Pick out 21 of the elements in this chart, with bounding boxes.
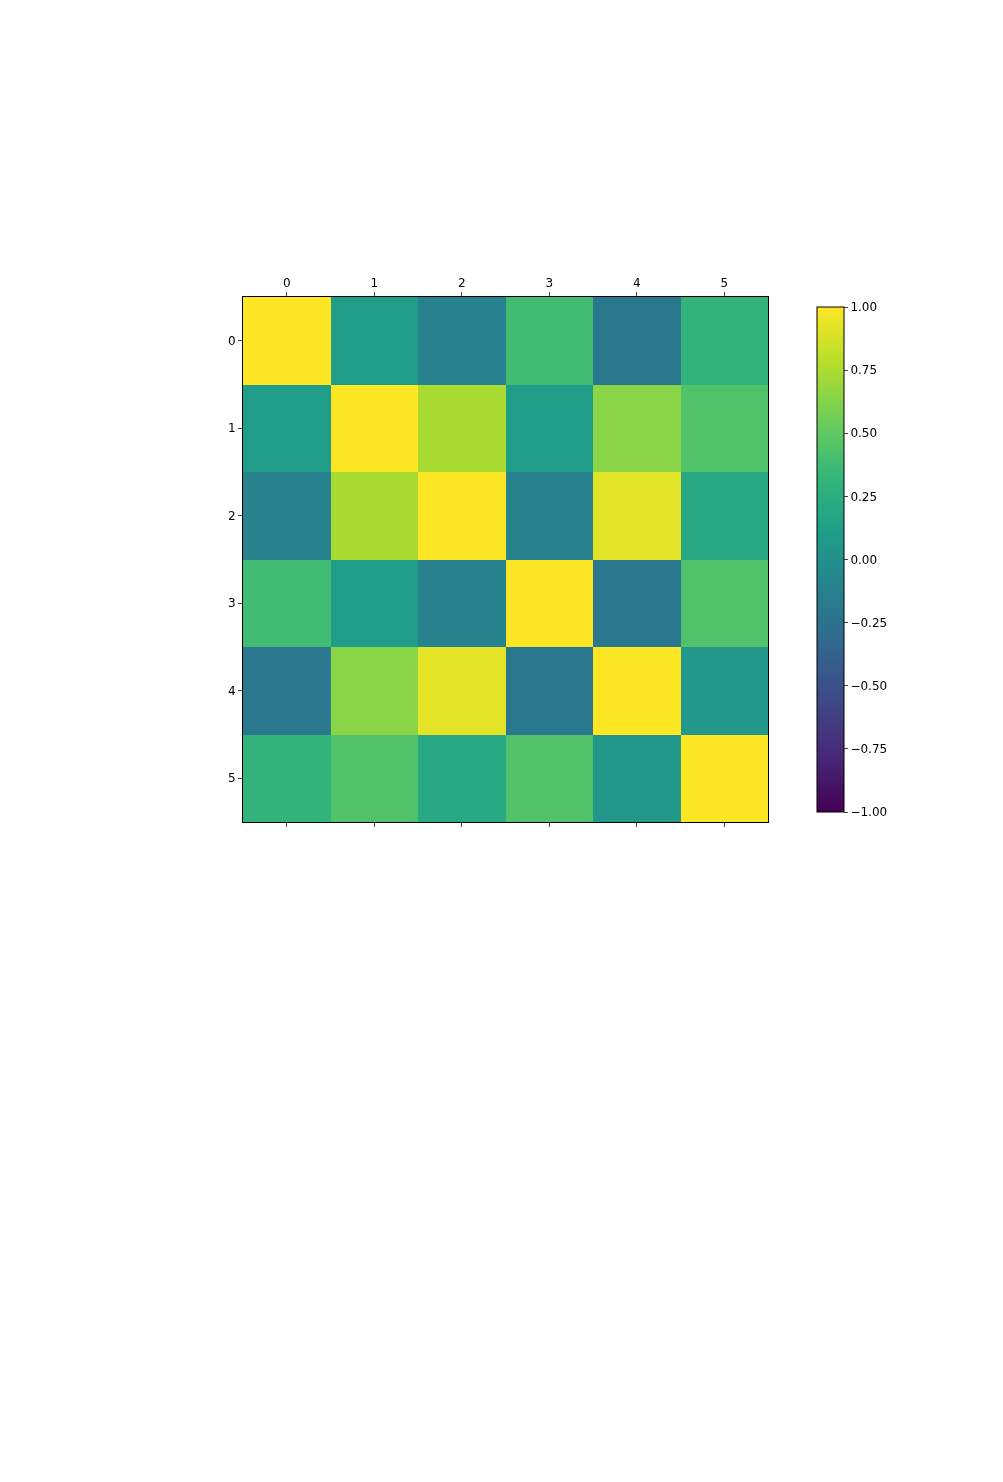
x-tick-label: 5 — [720, 276, 729, 291]
color-bar-label: −1.00 — [850, 805, 888, 820]
color-bar-label: 0.25 — [850, 489, 878, 504]
x-tick-label: 1 — [370, 276, 379, 291]
color-bar-label: 0.50 — [850, 426, 878, 441]
y-tick-label: 4 — [227, 683, 236, 698]
y-tick-label: 5 — [227, 771, 236, 786]
x-tick-label: 2 — [457, 276, 466, 291]
x-tick-label: 4 — [632, 276, 641, 291]
color-bar-label: 1.00 — [850, 300, 878, 315]
color-bar-label: −0.50 — [850, 678, 888, 693]
y-tick-label: 0 — [227, 333, 236, 348]
y-tick-label: 3 — [227, 596, 236, 611]
x-tick-label: 3 — [545, 276, 554, 291]
y-tick-label: 2 — [227, 508, 236, 523]
color-bar-label: −0.75 — [850, 742, 888, 757]
y-tick-label: 1 — [227, 421, 236, 436]
color-bar-label: 0.75 — [850, 363, 878, 378]
color-bar-label: 0.00 — [850, 552, 878, 567]
color-bar-label: −0.25 — [850, 615, 888, 630]
x-tick-label: 0 — [282, 276, 291, 291]
